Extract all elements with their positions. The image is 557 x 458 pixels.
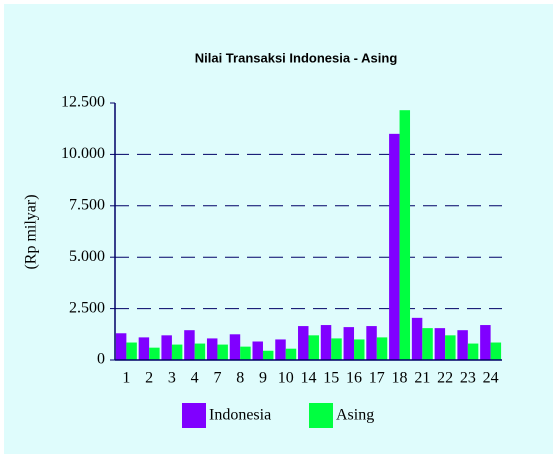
bar bbox=[206, 338, 218, 360]
x-tick-label: 24 bbox=[483, 370, 499, 387]
bar bbox=[126, 342, 137, 360]
x-tick-label: 9 bbox=[259, 370, 267, 387]
bar bbox=[217, 344, 228, 360]
x-tick-label: 23 bbox=[460, 370, 476, 387]
bar bbox=[422, 328, 433, 360]
chart-title: Nilai Transaksi Indonesia - Asing bbox=[195, 50, 398, 65]
bar bbox=[285, 348, 297, 360]
y-tick-label: 12.500 bbox=[61, 94, 105, 111]
bar bbox=[354, 339, 365, 360]
legend-swatch bbox=[309, 403, 333, 428]
legend-label: Asing bbox=[336, 407, 374, 424]
bar bbox=[240, 346, 251, 360]
bar bbox=[229, 334, 241, 360]
bar bbox=[275, 339, 286, 360]
y-tick-label: 7.500 bbox=[69, 196, 105, 213]
x-tick-label: 7 bbox=[213, 370, 221, 387]
bar bbox=[308, 335, 319, 360]
x-tick-label: 15 bbox=[323, 370, 339, 387]
y-tick-label: 5.000 bbox=[69, 248, 105, 265]
x-tick-label: 18 bbox=[392, 370, 408, 387]
x-tick-label: 22 bbox=[437, 370, 453, 387]
x-tick-label: 21 bbox=[414, 370, 430, 387]
bar bbox=[399, 110, 411, 360]
bar bbox=[467, 343, 479, 360]
bar bbox=[490, 342, 502, 360]
bar bbox=[138, 337, 150, 360]
bar bbox=[480, 325, 491, 360]
bar bbox=[194, 343, 206, 360]
bar bbox=[262, 350, 274, 360]
x-tick-label: 10 bbox=[278, 370, 294, 387]
bar bbox=[171, 344, 183, 360]
y-tick-label: 0 bbox=[97, 351, 105, 368]
bar bbox=[389, 133, 400, 360]
x-tick-label: 3 bbox=[168, 370, 176, 387]
y-axis-label: (Rp milyar) bbox=[23, 194, 40, 269]
bar bbox=[161, 335, 172, 360]
bar bbox=[298, 326, 309, 360]
bar bbox=[434, 328, 446, 360]
bar bbox=[252, 341, 263, 360]
x-tick-label: 17 bbox=[369, 370, 385, 387]
x-tick-label: 14 bbox=[301, 370, 317, 387]
bar bbox=[184, 330, 195, 360]
bar bbox=[366, 326, 377, 360]
bar bbox=[343, 327, 355, 360]
bar bbox=[457, 330, 468, 360]
legend-swatch bbox=[182, 403, 206, 428]
y-tick-label: 10.000 bbox=[61, 145, 105, 162]
x-tick-label: 4 bbox=[191, 370, 199, 387]
bar bbox=[445, 335, 456, 360]
x-tick-label: 2 bbox=[145, 370, 153, 387]
y-tick-label: 2.500 bbox=[69, 299, 105, 316]
bar bbox=[331, 338, 342, 360]
bar bbox=[149, 347, 160, 360]
chart-background bbox=[4, 4, 553, 454]
bar bbox=[411, 317, 423, 360]
legend-label: Indonesia bbox=[209, 407, 271, 424]
x-tick-label: 16 bbox=[346, 370, 362, 387]
bar bbox=[320, 325, 332, 360]
bar bbox=[376, 337, 388, 360]
bar bbox=[115, 333, 127, 360]
x-tick-label: 8 bbox=[236, 370, 244, 387]
x-tick-label: 1 bbox=[122, 370, 130, 387]
